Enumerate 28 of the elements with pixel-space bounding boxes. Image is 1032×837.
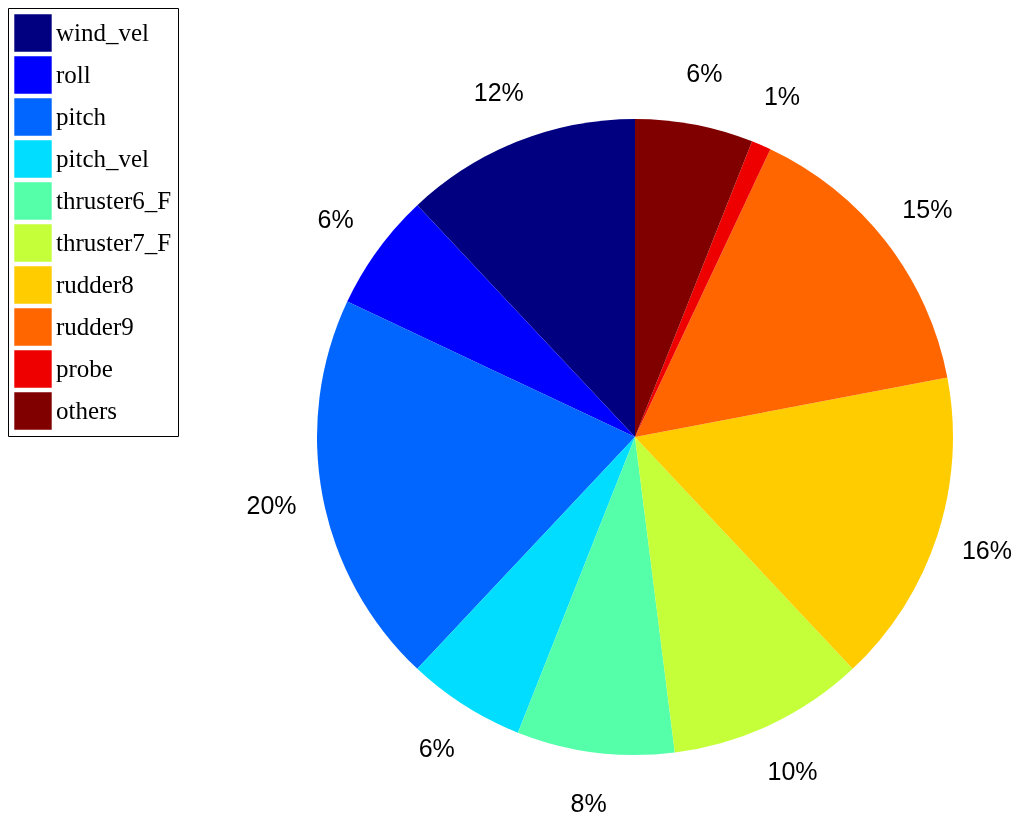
pie-slice xyxy=(417,437,635,733)
legend-label: thruster7_F xyxy=(56,229,172,256)
data-label: 20% xyxy=(246,491,297,520)
pie-slice xyxy=(635,377,953,669)
data-label: 1% xyxy=(763,82,801,111)
pie-slice xyxy=(635,119,753,437)
data-label: 10% xyxy=(767,756,818,785)
legend-label: roll xyxy=(56,61,91,88)
legend-label: rudder8 xyxy=(56,271,134,298)
data-label: 6% xyxy=(686,58,723,87)
pie-slice xyxy=(417,119,635,437)
data-label: 16% xyxy=(961,536,1012,565)
legend-label: rudder9 xyxy=(56,313,134,340)
pie-slice xyxy=(317,301,635,669)
legend-label: others xyxy=(56,397,118,424)
data-label: 12% xyxy=(473,77,524,106)
legend-label: wind_vel xyxy=(56,19,150,46)
data-label: 8% xyxy=(570,789,607,818)
pie-slice xyxy=(517,437,675,755)
legend-label: probe xyxy=(56,355,113,382)
legend-label: pitch xyxy=(56,103,107,130)
data-label: 6% xyxy=(418,734,455,763)
data-label: 15% xyxy=(902,195,953,224)
pie-slice xyxy=(635,437,853,753)
data-label: 6% xyxy=(317,204,354,233)
pie-slice xyxy=(635,141,771,437)
legend-label: thruster6_F xyxy=(56,187,172,214)
legend-label: pitch_vel xyxy=(56,145,150,172)
